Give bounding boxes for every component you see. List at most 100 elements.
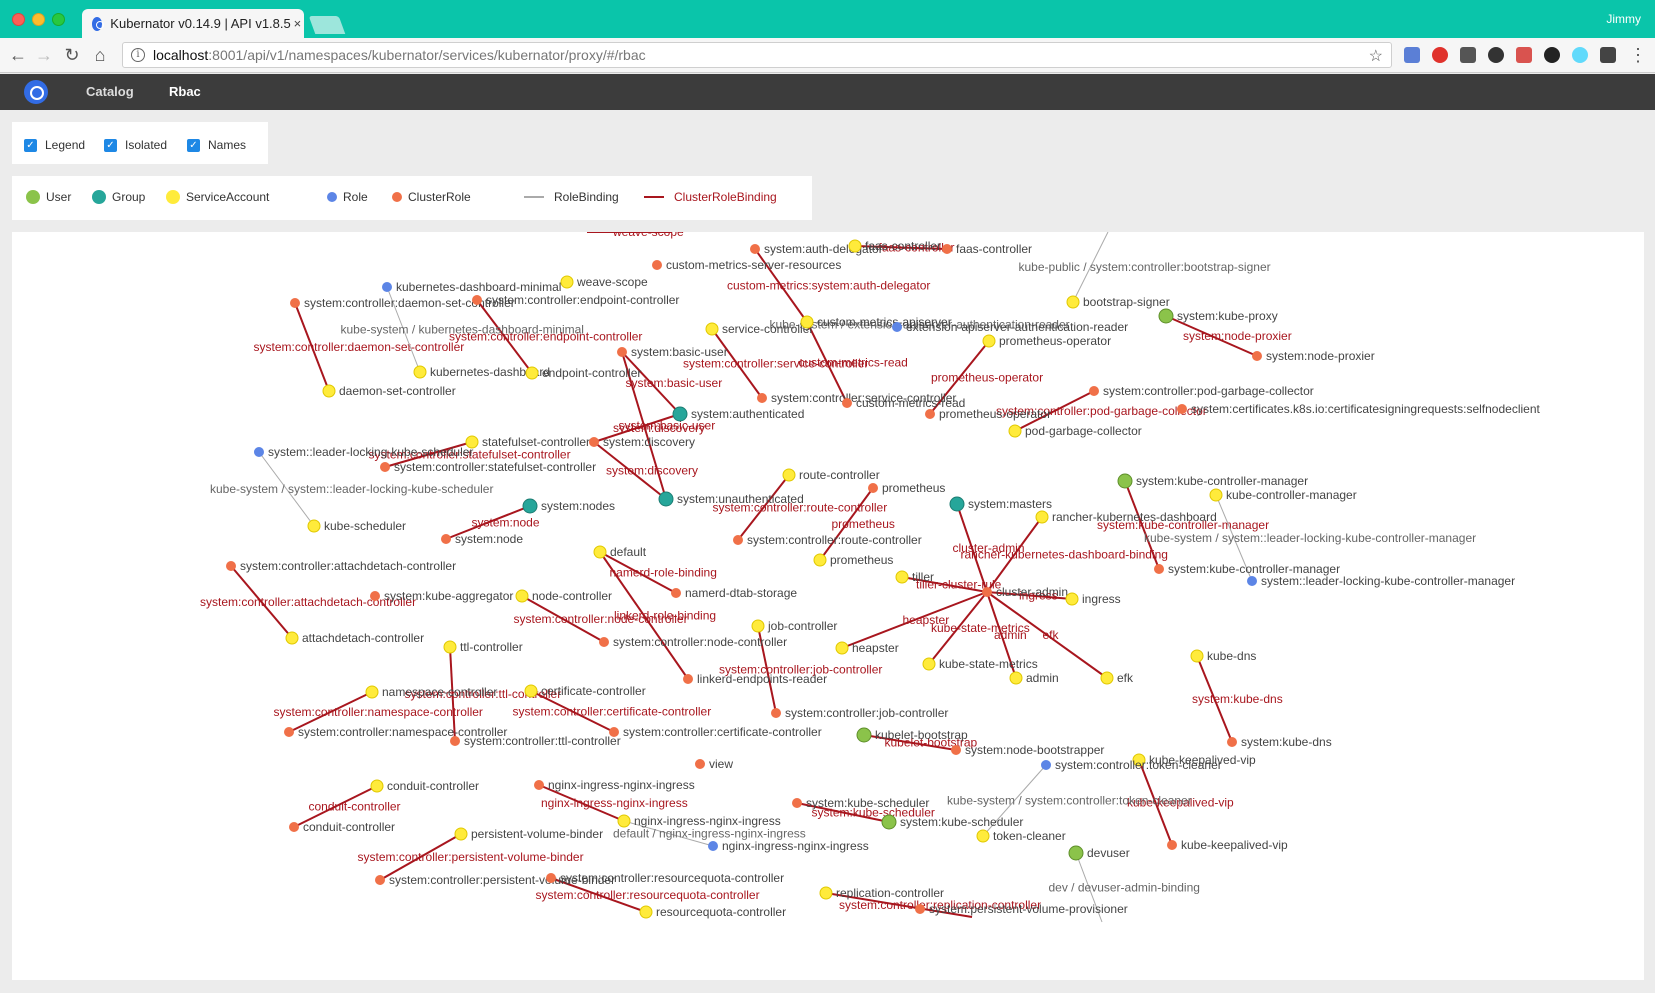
clusterrole-node[interactable] bbox=[534, 780, 544, 790]
clusterrole-node[interactable] bbox=[671, 588, 681, 598]
clusterrole-node[interactable] bbox=[842, 398, 852, 408]
clusterrolebinding-edge[interactable] bbox=[293, 785, 378, 828]
clusterrolebinding-edge[interactable] bbox=[806, 321, 848, 404]
new-tab-button[interactable] bbox=[308, 16, 346, 34]
group-node[interactable] bbox=[522, 498, 538, 514]
sa-node[interactable] bbox=[322, 384, 336, 398]
clusterrolebinding-edge[interactable] bbox=[754, 248, 808, 323]
clusterrole-node[interactable] bbox=[868, 483, 878, 493]
clusterrolebinding-edge[interactable] bbox=[1165, 315, 1258, 357]
clusterrolebinding-edge[interactable] bbox=[288, 691, 373, 733]
sa-node[interactable] bbox=[370, 779, 384, 793]
names-checkbox[interactable]: ✓ Names bbox=[187, 138, 246, 152]
sa-node[interactable] bbox=[1132, 753, 1146, 767]
role-node[interactable] bbox=[892, 322, 902, 332]
user-node[interactable] bbox=[1068, 845, 1084, 861]
sa-node[interactable] bbox=[639, 905, 653, 919]
clusterrole-node[interactable] bbox=[380, 462, 390, 472]
clusterrole-node[interactable] bbox=[472, 295, 482, 305]
sa-node[interactable] bbox=[895, 570, 909, 584]
window-maximize-button[interactable] bbox=[52, 13, 65, 26]
clusterrole-node[interactable] bbox=[546, 873, 556, 883]
clusterrolebinding-edge[interactable] bbox=[863, 734, 957, 751]
sa-node[interactable] bbox=[465, 435, 479, 449]
clusterrolebinding-edge[interactable] bbox=[599, 551, 689, 680]
back-icon[interactable]: ← bbox=[9, 45, 27, 65]
address-bar[interactable]: i localhost:8001/api/v1/namespaces/kuber… bbox=[122, 42, 1392, 68]
sa-node[interactable] bbox=[1066, 295, 1080, 309]
clusterrolebinding-edge[interactable] bbox=[841, 591, 988, 649]
group-node[interactable] bbox=[658, 491, 674, 507]
clusterrolebinding-edge[interactable] bbox=[621, 351, 681, 415]
clusterrole-node[interactable] bbox=[617, 347, 627, 357]
sa-node[interactable] bbox=[285, 631, 299, 645]
clusterrolebinding-edge[interactable] bbox=[928, 591, 988, 665]
tab-close-icon[interactable]: × bbox=[293, 16, 302, 31]
clusterrolebinding-edge[interactable] bbox=[1138, 759, 1173, 846]
clusterrolebinding-edge[interactable] bbox=[825, 892, 973, 918]
clusterrole-node[interactable] bbox=[1154, 564, 1164, 574]
group-node[interactable] bbox=[949, 496, 965, 512]
clusterrole-node[interactable] bbox=[284, 727, 294, 737]
sa-node[interactable] bbox=[515, 589, 529, 603]
nav-catalog[interactable]: Catalog bbox=[86, 84, 134, 99]
sa-node[interactable] bbox=[1009, 671, 1023, 685]
clusterrolebinding-edge[interactable] bbox=[294, 302, 330, 392]
clusterrole-node[interactable] bbox=[609, 727, 619, 737]
sa-node[interactable] bbox=[751, 619, 765, 633]
clusterrolebinding-edge[interactable] bbox=[1014, 390, 1095, 432]
extension-opera-icon[interactable] bbox=[1432, 47, 1448, 63]
clusterrole-node[interactable] bbox=[599, 637, 609, 647]
clusterrolebinding-edge[interactable] bbox=[550, 877, 647, 913]
user-node[interactable] bbox=[1158, 308, 1174, 324]
extension-translate-icon[interactable] bbox=[1404, 47, 1420, 63]
sa-node[interactable] bbox=[1100, 671, 1114, 685]
clusterrolebinding-edge[interactable] bbox=[599, 551, 677, 594]
clusterrole-node[interactable] bbox=[1252, 351, 1262, 361]
clusterrole-node[interactable] bbox=[1177, 404, 1187, 414]
clusterrolebinding-edge[interactable] bbox=[986, 516, 1043, 593]
window-close-button[interactable] bbox=[12, 13, 25, 26]
role-node[interactable] bbox=[382, 282, 392, 292]
info-icon[interactable]: i bbox=[131, 48, 145, 62]
extension-pocket-icon[interactable] bbox=[1600, 47, 1616, 63]
clusterrolebinding-edge[interactable] bbox=[796, 802, 890, 823]
rbac-graph-svg[interactable]: system:controller:daemon-set-controllers… bbox=[12, 232, 1644, 980]
clusterrolebinding-edge[interactable] bbox=[737, 474, 790, 541]
clusterrolebinding-edge[interactable] bbox=[854, 245, 948, 250]
clusterrole-node[interactable] bbox=[1089, 386, 1099, 396]
clusterrole-node[interactable] bbox=[1227, 737, 1237, 747]
profile-name[interactable]: Jimmy bbox=[1606, 12, 1641, 26]
sa-node[interactable] bbox=[593, 545, 607, 559]
sa-node[interactable] bbox=[982, 334, 996, 348]
clusterrolebinding-edge[interactable] bbox=[593, 441, 667, 500]
rolebinding-edge[interactable] bbox=[623, 820, 714, 847]
rolebinding-edge[interactable] bbox=[1072, 232, 1109, 303]
clusterrole-node[interactable] bbox=[1167, 840, 1177, 850]
clusterrolebinding-edge[interactable] bbox=[379, 833, 462, 881]
extension-react-icon[interactable] bbox=[1572, 47, 1588, 63]
clusterrolebinding-edge[interactable] bbox=[1196, 655, 1233, 743]
clusterrolebinding-edge[interactable] bbox=[986, 591, 1017, 679]
role-node[interactable] bbox=[1041, 760, 1051, 770]
rbac-graph[interactable]: system:controller:daemon-set-controller s… bbox=[12, 232, 1644, 980]
user-node[interactable] bbox=[856, 727, 872, 743]
clusterrolebinding-edge[interactable] bbox=[530, 690, 615, 733]
browser-menu-icon[interactable]: ⋮ bbox=[1629, 45, 1647, 65]
clusterrolebinding-edge[interactable] bbox=[956, 503, 988, 593]
legend-checkbox[interactable]: ✓ Legend bbox=[24, 138, 85, 152]
sa-node[interactable] bbox=[524, 684, 538, 698]
clusterrole-node[interactable] bbox=[771, 708, 781, 718]
sa-node[interactable] bbox=[1209, 488, 1223, 502]
clusterrole-node[interactable] bbox=[441, 534, 451, 544]
clusterrole-node[interactable] bbox=[289, 822, 299, 832]
clusterrole-node[interactable] bbox=[290, 298, 300, 308]
clusterrolebinding-edge[interactable] bbox=[711, 328, 763, 399]
clusterrolebinding-edge[interactable] bbox=[986, 591, 1108, 679]
nav-rbac[interactable]: Rbac bbox=[169, 84, 201, 99]
clusterrolebinding-edge[interactable] bbox=[986, 591, 1073, 600]
clusterrolebinding-edge[interactable] bbox=[593, 413, 681, 443]
sa-node[interactable] bbox=[835, 641, 849, 655]
user-node[interactable] bbox=[881, 814, 897, 830]
kubernetes-logo-icon[interactable] bbox=[24, 80, 48, 104]
